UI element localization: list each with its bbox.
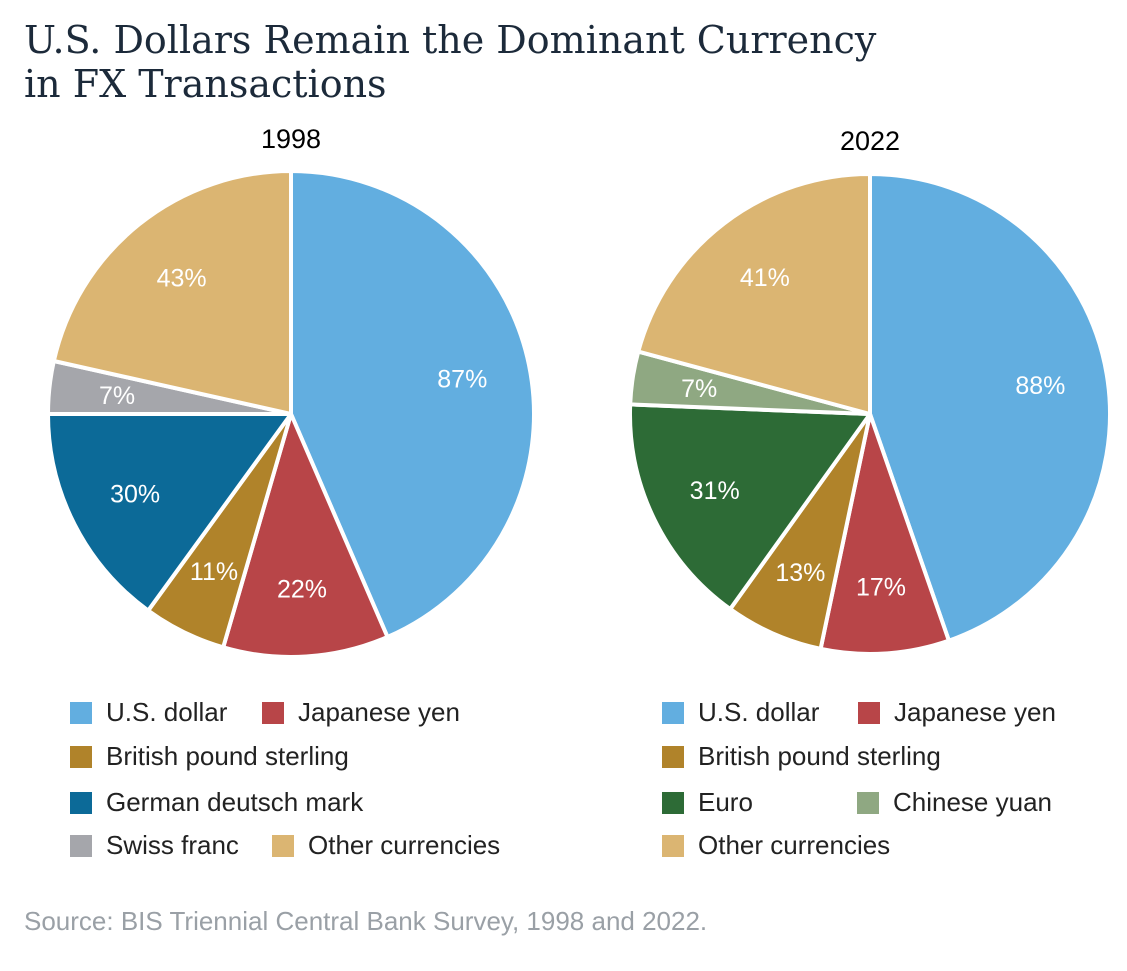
pie-charts: 1998 87% 22% 11% 30% 7% 43% U.S. dollar Japanese… xyxy=(46,124,1112,860)
slice-label-british-pound-sterling: 13% xyxy=(775,559,825,587)
slice-label-british-pound-sterling: 11% xyxy=(190,558,238,586)
slice-label-swiss-franc: 7% xyxy=(99,382,135,410)
legend-label-chinese-yuan: Chinese yuan xyxy=(893,787,1052,817)
slice-label-u-s-dollar: 87% xyxy=(437,366,487,394)
legend-item-german-deutsch-mark: German deutsch mark xyxy=(70,787,364,817)
slice-label-japanese-yen: 22% xyxy=(277,576,327,604)
pie-slice-u-s-dollar xyxy=(868,172,1112,643)
legend-swatch-other-currencies xyxy=(662,835,684,857)
slice-label-chinese-yuan: 7% xyxy=(681,375,717,403)
legend-item-chinese-yuan: Chinese yuan xyxy=(857,787,1052,817)
legend-label-euro: Euro xyxy=(698,787,753,817)
pie-slice-german-deutsch-mark xyxy=(46,412,293,613)
pie-slice-japanese-yen xyxy=(221,412,390,659)
legend-item-swiss-franc: Swiss franc xyxy=(70,830,239,860)
slice-label-u-s-dollar: 88% xyxy=(1015,372,1065,400)
legend-swatch-other-currencies xyxy=(272,835,294,857)
slice-label-other-currencies: 43% xyxy=(157,265,207,293)
pie-slice-u-s-dollar xyxy=(289,169,536,640)
legend-label-german-deutsch-mark: German deutsch mark xyxy=(106,787,364,817)
legend-item-other-currencies: Other currencies xyxy=(272,830,500,860)
legend-swatch-swiss-franc xyxy=(70,835,92,857)
legend-1998: U.S. dollar Japanese yen British pound ste… xyxy=(70,697,500,860)
pie-chart-2022: 2022 88% 17% 13% 31% 7% 41% U.S. dollar Japanese… xyxy=(628,126,1112,860)
legend-swatch-u-s-dollar xyxy=(70,702,92,724)
legend-label-u-s-dollar: U.S. dollar xyxy=(106,697,228,727)
legend-item-british-pound-sterling: British pound sterling xyxy=(70,741,349,771)
pie-slice-japanese-yen xyxy=(818,412,951,656)
pie-chart-1998: 1998 87% 22% 11% 30% 7% 43% U.S. dollar Japanese… xyxy=(46,124,536,860)
pie-slice-euro xyxy=(628,402,872,612)
legend-swatch-japanese-yen xyxy=(858,702,880,724)
legend-swatch-u-s-dollar xyxy=(662,702,684,724)
slice-label-other-currencies: 41% xyxy=(740,264,790,292)
legend-item-japanese-yen: Japanese yen xyxy=(262,697,460,727)
legend-swatch-british-pound-sterling xyxy=(662,746,684,768)
source-note: Source: BIS Triennial Central Bank Surve… xyxy=(24,906,708,936)
legend-label-japanese-yen: Japanese yen xyxy=(298,697,460,727)
slice-label-japanese-yen: 17% xyxy=(856,573,906,601)
legend-swatch-chinese-yuan xyxy=(857,792,879,814)
chart-title: U.S. Dollars Remain the Dominant Currenc… xyxy=(24,18,877,106)
legend-label-british-pound-sterling: British pound sterling xyxy=(106,741,349,771)
pie-slice-other-currencies xyxy=(636,172,872,416)
legend-item-british-pound-sterling: British pound sterling xyxy=(662,741,941,771)
legend-label-u-s-dollar: U.S. dollar xyxy=(698,697,820,727)
legend-item-u-s-dollar: U.S. dollar xyxy=(70,697,228,727)
legend-item-u-s-dollar: U.S. dollar xyxy=(662,697,820,727)
legend-label-other-currencies: Other currencies xyxy=(698,830,890,860)
legend-label-other-currencies: Other currencies xyxy=(308,830,500,860)
legend-item-other-currencies: Other currencies xyxy=(662,830,890,860)
legend-label-japanese-yen: Japanese yen xyxy=(894,697,1056,727)
pie-slice-other-currencies xyxy=(51,169,293,416)
legend-item-japanese-yen: Japanese yen xyxy=(858,697,1056,727)
legend-swatch-euro xyxy=(662,792,684,814)
legend-swatch-british-pound-sterling xyxy=(70,746,92,768)
slice-label-german-deutsch-mark: 30% xyxy=(110,480,160,508)
legend-swatch-german-deutsch-mark xyxy=(70,792,92,814)
legend-item-euro: Euro xyxy=(662,787,753,817)
legend-2022: U.S. dollar Japanese yen British pound ste… xyxy=(662,697,1056,860)
pie-title: 2022 xyxy=(840,126,900,156)
legend-label-swiss-franc: Swiss franc xyxy=(106,830,239,860)
slice-label-euro: 31% xyxy=(690,477,740,505)
legend-swatch-japanese-yen xyxy=(262,702,284,724)
pie-title: 1998 xyxy=(261,124,321,154)
legend-label-british-pound-sterling: British pound sterling xyxy=(698,741,941,771)
